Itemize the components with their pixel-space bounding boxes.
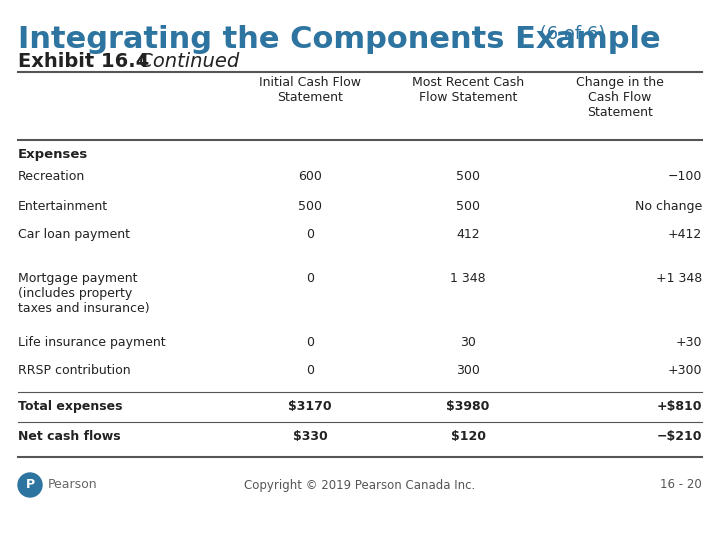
Text: 0: 0 bbox=[306, 228, 314, 241]
Text: Life insurance payment: Life insurance payment bbox=[18, 336, 166, 349]
Text: No change: No change bbox=[635, 200, 702, 213]
Text: 412: 412 bbox=[456, 228, 480, 241]
Text: $3980: $3980 bbox=[446, 400, 490, 413]
Text: RRSP contribution: RRSP contribution bbox=[18, 364, 130, 377]
Text: 0: 0 bbox=[306, 364, 314, 377]
Text: −$210: −$210 bbox=[657, 430, 702, 443]
Text: Recreation: Recreation bbox=[18, 170, 85, 183]
Text: Most Recent Cash
Flow Statement: Most Recent Cash Flow Statement bbox=[412, 76, 524, 104]
Circle shape bbox=[18, 473, 42, 497]
Text: Initial Cash Flow
Statement: Initial Cash Flow Statement bbox=[259, 76, 361, 104]
Text: +1 348: +1 348 bbox=[656, 272, 702, 285]
Text: Car loan payment: Car loan payment bbox=[18, 228, 130, 241]
Text: 1 348: 1 348 bbox=[450, 272, 486, 285]
Text: Mortgage payment
(includes property
taxes and insurance): Mortgage payment (includes property taxe… bbox=[18, 272, 150, 315]
Text: 0: 0 bbox=[306, 336, 314, 349]
Text: Pearson: Pearson bbox=[48, 478, 98, 491]
Text: +30: +30 bbox=[675, 336, 702, 349]
Text: 500: 500 bbox=[298, 200, 322, 213]
Text: 600: 600 bbox=[298, 170, 322, 183]
Text: 30: 30 bbox=[460, 336, 476, 349]
Text: Change in the
Cash Flow
Statement: Change in the Cash Flow Statement bbox=[576, 76, 664, 119]
Text: 300: 300 bbox=[456, 364, 480, 377]
Text: $120: $120 bbox=[451, 430, 485, 443]
Text: Total expenses: Total expenses bbox=[18, 400, 122, 413]
Text: 0: 0 bbox=[306, 272, 314, 285]
Text: (6 of 6): (6 of 6) bbox=[534, 25, 606, 43]
Text: 16 - 20: 16 - 20 bbox=[660, 478, 702, 491]
Text: +412: +412 bbox=[667, 228, 702, 241]
Text: Copyright © 2019 Pearson Canada Inc.: Copyright © 2019 Pearson Canada Inc. bbox=[244, 478, 476, 491]
Text: Integrating the Components Example: Integrating the Components Example bbox=[18, 25, 661, 54]
Text: Entertainment: Entertainment bbox=[18, 200, 108, 213]
Text: −100: −100 bbox=[667, 170, 702, 183]
Text: Exhibit 16.4: Exhibit 16.4 bbox=[18, 52, 149, 71]
Text: $330: $330 bbox=[292, 430, 328, 443]
Text: 500: 500 bbox=[456, 170, 480, 183]
Text: Net cash flows: Net cash flows bbox=[18, 430, 121, 443]
Text: Expenses: Expenses bbox=[18, 148, 89, 161]
Text: +300: +300 bbox=[667, 364, 702, 377]
Text: $3170: $3170 bbox=[288, 400, 332, 413]
Text: P: P bbox=[25, 478, 35, 491]
Text: +$810: +$810 bbox=[657, 400, 702, 413]
Text: Continued: Continued bbox=[133, 52, 239, 71]
Text: 500: 500 bbox=[456, 200, 480, 213]
